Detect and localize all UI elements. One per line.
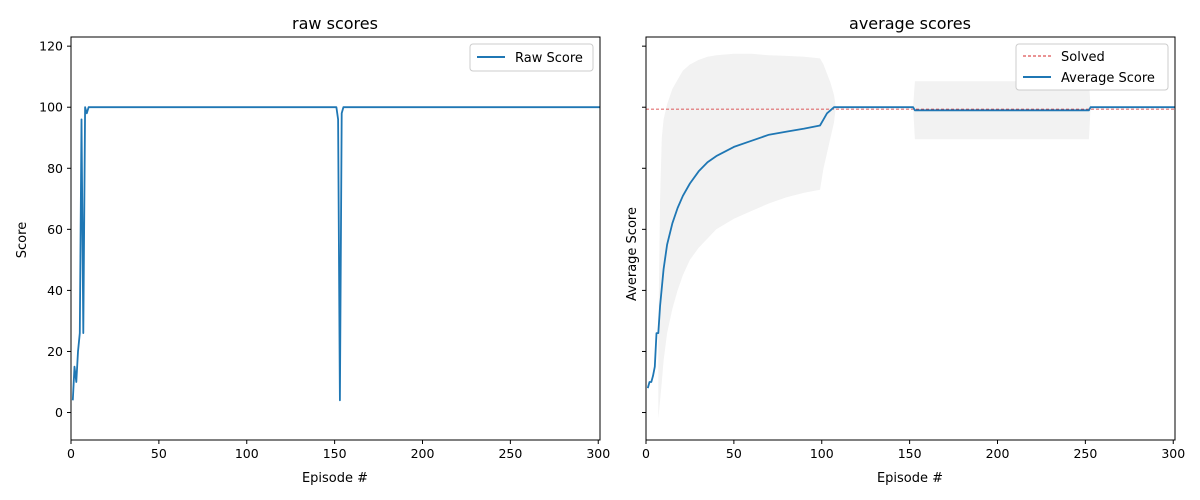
- legend-box: [469, 43, 594, 72]
- axes-frame: [70, 36, 601, 441]
- y-tick-label: 80: [47, 161, 63, 176]
- average-scores-x-axis-label: Episode #: [877, 471, 943, 486]
- raw-scores-y-axis-label: Score: [15, 222, 30, 258]
- x-tick-label: 250: [1073, 446, 1097, 461]
- x-tick-label: 50: [726, 446, 742, 461]
- average-scores-legend: Solved Average Score: [1015, 43, 1169, 91]
- x-tick-label: 0: [642, 446, 650, 461]
- x-tick-label: 250: [498, 446, 522, 461]
- raw-scores-panel: 0 50 100 150 200 250 300 0 20 40 60 80 100 120 raw sc…: [15, 14, 610, 486]
- x-tick-label: 150: [323, 446, 347, 461]
- y-tick-label: 120: [39, 39, 63, 54]
- x-tick-label: 200: [411, 446, 435, 461]
- x-tick-label: 300: [1161, 446, 1185, 461]
- average-scores-y-axis-label: Average Score: [625, 207, 640, 301]
- legend-label-average-score: Average Score: [1061, 71, 1155, 86]
- x-tick-label: 100: [235, 446, 259, 461]
- y-tick-label: 0: [55, 405, 63, 420]
- raw-scores-x-axis-label: Episode #: [302, 471, 368, 486]
- x-tick-label: 200: [986, 446, 1010, 461]
- x-tick-label: 100: [810, 446, 834, 461]
- std-band: [658, 53, 1091, 419]
- y-tick-label: 60: [47, 222, 63, 237]
- legend-label-raw-score: Raw Score: [515, 51, 583, 66]
- legend-box: [1015, 43, 1169, 91]
- x-tick-label: 0: [67, 446, 75, 461]
- raw-scores-title: raw scores: [292, 14, 378, 33]
- x-tick-label: 50: [151, 446, 167, 461]
- average-scores-plot-area: 0 50 100 150 200 250 300: [642, 36, 1185, 461]
- raw-score-line: [71, 106, 600, 402]
- raw-scores-plot-area: 0 50 100 150 200 250 300 0 20 40 60 80 100 120: [39, 36, 610, 461]
- axes-frame: [645, 36, 1176, 441]
- x-tick-label: 300: [586, 446, 610, 461]
- average-scores-title: average scores: [849, 14, 971, 33]
- x-tick-label: 150: [898, 446, 922, 461]
- average-scores-panel: 0 50 100 150 200 250 300 average scores Episod…: [625, 14, 1185, 486]
- legend-label-solved: Solved: [1061, 50, 1105, 65]
- raw-scores-legend: Raw Score: [469, 43, 594, 72]
- y-tick-label: 40: [47, 283, 63, 298]
- y-tick-label: 20: [47, 344, 63, 359]
- y-tick-label: 100: [39, 100, 63, 115]
- average-score-line: [646, 106, 1175, 389]
